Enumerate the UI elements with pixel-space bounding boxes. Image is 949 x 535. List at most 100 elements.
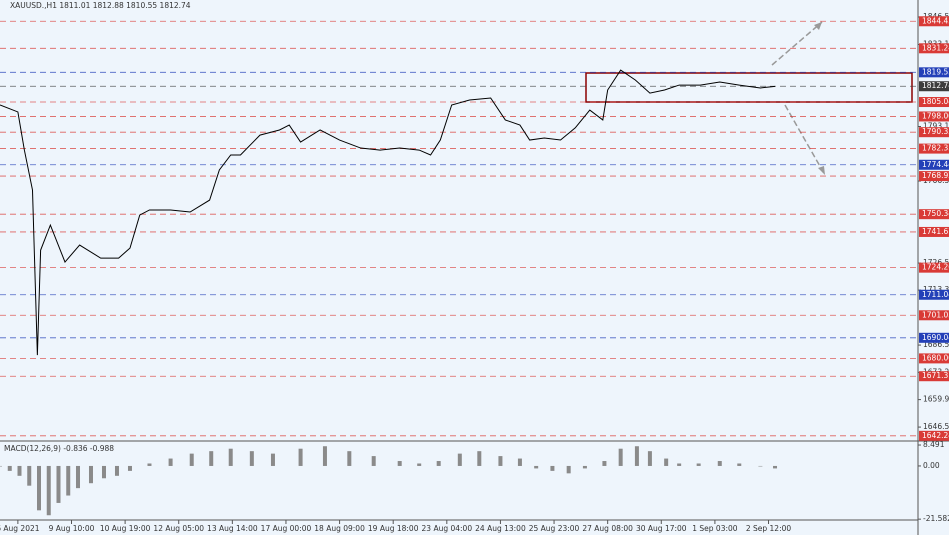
macd-bar xyxy=(517,458,522,466)
y-tick-label: 1726.50 xyxy=(923,258,949,267)
macd-bar xyxy=(677,463,682,466)
macd-bar xyxy=(168,458,173,466)
level-tag xyxy=(919,81,949,92)
level-tag xyxy=(919,209,949,220)
macd-bar xyxy=(127,465,132,471)
x-tick-label: 12 Aug 05:00 xyxy=(153,524,204,533)
level-label: 1790.33 xyxy=(922,127,949,136)
level-tag xyxy=(919,430,949,441)
level-tag xyxy=(919,127,949,138)
macd-bar xyxy=(717,461,722,466)
x-tick-label: 10 Aug 19:00 xyxy=(100,524,151,533)
y-tick-label: 8.491 xyxy=(923,440,945,449)
macd-bar xyxy=(56,465,61,503)
macd-bar xyxy=(582,465,587,469)
macd-bar xyxy=(147,463,152,466)
y-tick-label: 1659.90 xyxy=(923,395,949,404)
macd-bar xyxy=(696,463,701,466)
y-tick-label: 1646.50 xyxy=(923,422,949,431)
macd-bar xyxy=(566,465,571,474)
macd-bar xyxy=(75,465,80,489)
level-label: 1690.04 xyxy=(922,333,949,342)
macd-bar xyxy=(228,448,233,466)
macd-bar xyxy=(498,456,503,466)
x-tick-label: 9 Aug 10:00 xyxy=(49,524,95,533)
level-label: 1782.33 xyxy=(922,144,949,153)
macd-bar xyxy=(209,451,214,466)
x-tick-label: 13 Aug 14:00 xyxy=(207,524,258,533)
x-tick-label: 2 Sep 12:00 xyxy=(746,524,792,533)
level-tag xyxy=(919,371,949,382)
macd-bar xyxy=(0,465,2,467)
macd-bar xyxy=(436,461,441,466)
level-tag xyxy=(919,262,949,273)
level-tag xyxy=(919,226,949,237)
level-label: 1798.00 xyxy=(922,111,949,120)
level-tag xyxy=(919,353,949,364)
macd-bar xyxy=(417,463,422,466)
level-label: 1768.92 xyxy=(922,171,949,180)
macd-bar xyxy=(7,465,12,471)
level-tag xyxy=(919,143,949,154)
level-tag xyxy=(919,97,949,108)
macd-bar xyxy=(88,465,93,484)
level-label: 1741.67 xyxy=(922,227,949,236)
macd-bar xyxy=(270,453,275,466)
macd-bar xyxy=(758,465,763,467)
macd-bar xyxy=(27,465,32,486)
macd-bar xyxy=(189,453,194,466)
level-tag xyxy=(919,289,949,300)
y-tick-label: 0.00 xyxy=(923,461,940,470)
macd-bar xyxy=(347,451,352,466)
level-label: 1819.53 xyxy=(922,67,949,76)
arrow-head xyxy=(818,166,825,175)
y-tick-label: -21.582 xyxy=(923,514,949,523)
macd-bar xyxy=(298,448,303,466)
macd-bar xyxy=(550,465,555,471)
level-tag xyxy=(919,332,949,343)
macd-bar xyxy=(477,451,482,466)
arrow-head xyxy=(814,22,822,30)
level-label: 1750.34 xyxy=(922,209,949,218)
level-label: 1805.04 xyxy=(922,97,949,106)
x-tick-label: 18 Aug 09:00 xyxy=(314,524,365,533)
x-tick-label: 30 Aug 17:00 xyxy=(636,524,687,533)
level-label: 1671.31 xyxy=(922,371,949,380)
level-tag xyxy=(919,111,949,122)
level-tag xyxy=(919,67,949,78)
level-label: 1812.74 xyxy=(922,81,949,90)
x-tick-label: 19 Aug 18:00 xyxy=(368,524,419,533)
macd-bar xyxy=(371,456,376,466)
price-line xyxy=(0,69,776,356)
range-box xyxy=(585,72,913,103)
x-tick-label: 23 Aug 04:00 xyxy=(422,524,473,533)
level-label: 1711.04 xyxy=(922,290,949,299)
macd-bar xyxy=(114,465,119,476)
macd-bar xyxy=(647,451,652,466)
level-tag xyxy=(919,159,949,170)
y-tick-label: 1686.50 xyxy=(923,340,949,349)
level-tag xyxy=(919,43,949,54)
macd-bar xyxy=(36,465,41,511)
macd-bar xyxy=(602,461,607,466)
macd-bar xyxy=(773,465,778,469)
macd-bar xyxy=(101,465,106,479)
macd-bar xyxy=(618,448,623,466)
x-tick-label: 24 Aug 13:00 xyxy=(475,524,526,533)
macd-bar xyxy=(737,463,742,466)
macd-bar xyxy=(249,451,254,466)
macd-bar xyxy=(397,461,402,466)
macd-bar xyxy=(664,458,669,466)
macd-title: MACD(12,26,9) -0.836 -0.988 xyxy=(4,444,114,453)
level-tag xyxy=(919,310,949,321)
level-label: 1680.00 xyxy=(922,353,949,362)
level-label: 1642.24 xyxy=(922,431,949,440)
level-tag xyxy=(919,16,949,27)
level-label: 1831.24 xyxy=(922,43,949,52)
level-tag xyxy=(919,171,949,182)
macd-bar xyxy=(534,465,539,469)
level-label: 1774.44 xyxy=(922,160,949,169)
level-label: 1701.03 xyxy=(922,310,949,319)
x-tick-label: 27 Aug 08:00 xyxy=(582,524,633,533)
